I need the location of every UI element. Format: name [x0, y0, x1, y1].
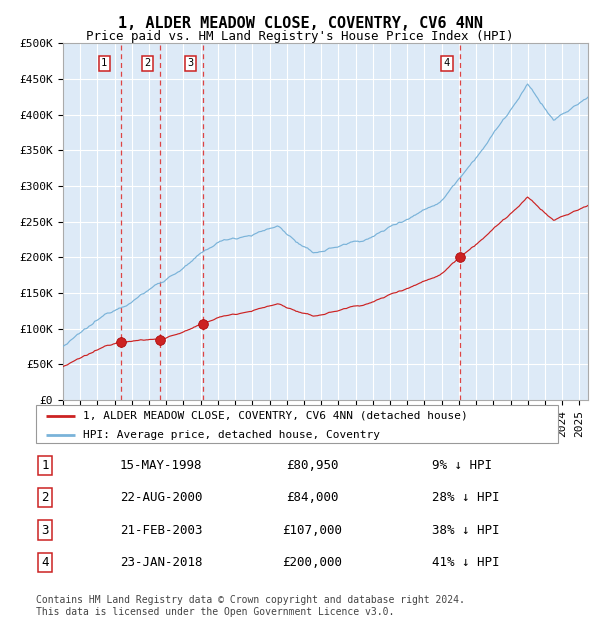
Text: 15-MAY-1998: 15-MAY-1998 — [120, 459, 203, 472]
Text: 9% ↓ HPI: 9% ↓ HPI — [432, 459, 492, 472]
Text: 1: 1 — [41, 459, 49, 472]
Text: £107,000: £107,000 — [282, 524, 342, 536]
Text: 38% ↓ HPI: 38% ↓ HPI — [432, 524, 499, 536]
Text: 2: 2 — [41, 492, 49, 504]
Text: Price paid vs. HM Land Registry's House Price Index (HPI): Price paid vs. HM Land Registry's House … — [86, 30, 514, 43]
Text: 22-AUG-2000: 22-AUG-2000 — [120, 492, 203, 504]
Text: 41% ↓ HPI: 41% ↓ HPI — [432, 556, 499, 569]
Text: 23-JAN-2018: 23-JAN-2018 — [120, 556, 203, 569]
Text: Contains HM Land Registry data © Crown copyright and database right 2024.
This d: Contains HM Land Registry data © Crown c… — [36, 595, 465, 617]
Text: £84,000: £84,000 — [286, 492, 338, 504]
Text: 3: 3 — [41, 524, 49, 536]
Text: 4: 4 — [41, 556, 49, 569]
Text: 3: 3 — [187, 58, 194, 68]
Text: 21-FEB-2003: 21-FEB-2003 — [120, 524, 203, 536]
Text: HPI: Average price, detached house, Coventry: HPI: Average price, detached house, Cove… — [83, 430, 380, 440]
Text: 1: 1 — [101, 58, 107, 68]
Text: 1, ALDER MEADOW CLOSE, COVENTRY, CV6 4NN: 1, ALDER MEADOW CLOSE, COVENTRY, CV6 4NN — [118, 16, 482, 30]
Text: £200,000: £200,000 — [282, 556, 342, 569]
Text: 28% ↓ HPI: 28% ↓ HPI — [432, 492, 499, 504]
FancyBboxPatch shape — [36, 405, 558, 443]
Text: 1, ALDER MEADOW CLOSE, COVENTRY, CV6 4NN (detached house): 1, ALDER MEADOW CLOSE, COVENTRY, CV6 4NN… — [83, 410, 468, 420]
Text: 4: 4 — [444, 58, 450, 68]
Text: £80,950: £80,950 — [286, 459, 338, 472]
Text: 2: 2 — [144, 58, 151, 68]
